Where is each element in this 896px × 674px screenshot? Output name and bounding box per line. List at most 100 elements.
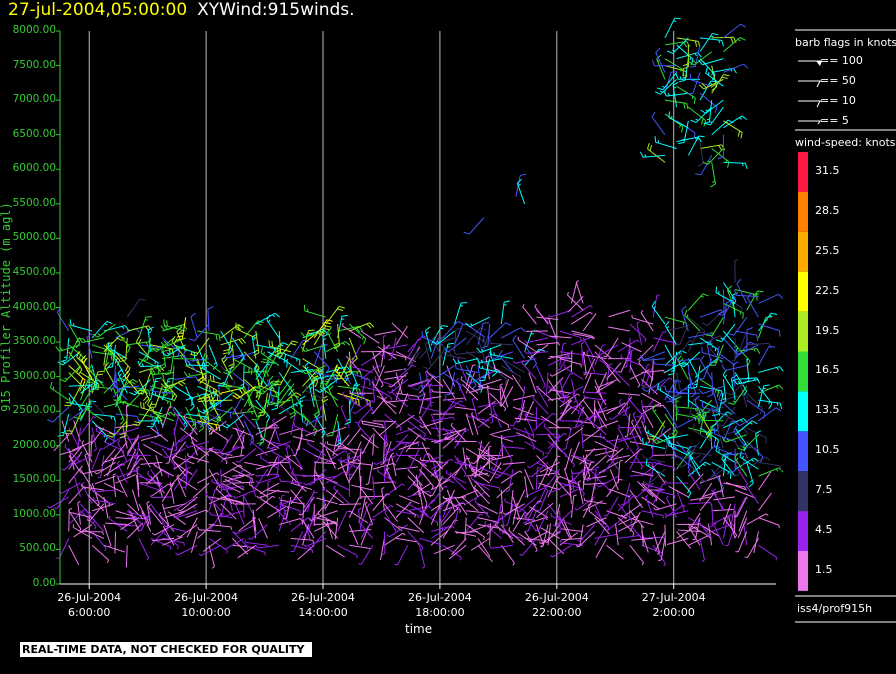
barb-shaft	[693, 51, 713, 66]
barb-feather	[223, 349, 230, 352]
wind-barb	[334, 517, 339, 540]
barb-shaft	[126, 448, 137, 470]
barb-shaft	[484, 523, 502, 539]
wind-barb	[217, 365, 233, 387]
wind-barb	[316, 510, 338, 519]
barb-half-feather	[722, 397, 726, 401]
barb-shaft	[594, 468, 597, 491]
wind-barb	[549, 335, 572, 339]
barb-shaft	[653, 337, 675, 344]
barb-half-feather	[322, 487, 326, 490]
barb-half-feather	[228, 386, 230, 390]
barb-feather	[120, 432, 127, 436]
wind-barb	[352, 399, 374, 415]
barb-shaft	[355, 399, 374, 415]
barb-shaft	[187, 455, 210, 463]
barb-shaft	[454, 429, 467, 449]
wind-barb	[500, 441, 513, 464]
barb-shaft	[608, 326, 630, 332]
barb-half-feather	[431, 486, 434, 490]
barb-half-feather	[401, 483, 405, 486]
barb-feather	[314, 388, 321, 393]
barb-shaft	[664, 433, 670, 456]
barb-shaft	[520, 386, 526, 409]
wind-barb	[603, 337, 619, 358]
barb-shaft	[711, 36, 734, 39]
barb-half-feather	[591, 356, 595, 360]
barb-shaft	[250, 440, 268, 456]
barb-shaft	[696, 399, 713, 418]
wind-barb	[250, 438, 268, 456]
wind-barb	[527, 344, 549, 359]
barb-shaft	[324, 489, 339, 509]
wind-barb	[74, 427, 81, 451]
barb-shaft	[454, 302, 462, 325]
barb-half-feather	[280, 344, 284, 347]
barb-shaft	[210, 399, 233, 402]
wind-barb	[358, 486, 374, 505]
barb-feather	[688, 61, 695, 66]
barb-shaft	[92, 503, 114, 512]
wind-barb	[313, 319, 333, 339]
wind-barb	[173, 376, 200, 383]
barb-half-feather	[527, 465, 531, 469]
wind-barb	[418, 489, 424, 512]
barb-half-feather	[452, 416, 455, 421]
barb-shaft	[322, 336, 327, 359]
wind-barb	[197, 526, 221, 532]
wind-barb	[290, 537, 315, 544]
barb-shaft	[571, 330, 593, 337]
wind-barb	[126, 503, 144, 520]
wind-barb	[587, 482, 596, 506]
wind-barb	[185, 406, 197, 432]
barb-half-feather	[101, 531, 104, 535]
wind-barb	[548, 427, 572, 431]
barb-half-feather	[653, 409, 657, 413]
wind-barb	[493, 364, 514, 380]
barb-shaft	[126, 434, 138, 455]
barb-half-feather	[175, 552, 178, 556]
barb-shaft	[430, 525, 450, 539]
wind-barb	[106, 344, 117, 369]
barb-feather	[112, 378, 116, 384]
barb-half-feather	[666, 325, 670, 329]
barb-half-feather	[265, 414, 269, 418]
barb-shaft	[271, 450, 292, 463]
barb-shaft	[49, 496, 70, 509]
barb-shaft	[676, 340, 690, 359]
barb-half-feather	[438, 507, 443, 511]
barb-shaft	[685, 441, 701, 460]
barb-feather	[183, 371, 188, 377]
wind-barb	[163, 448, 186, 459]
barb-shaft	[278, 496, 288, 518]
barb-shaft	[586, 517, 607, 528]
barb-feather	[744, 163, 748, 170]
barb-half-feather	[387, 390, 391, 394]
wind-barb	[345, 351, 352, 377]
wind-barb	[220, 503, 237, 520]
wind-barb	[624, 448, 642, 464]
barb-shaft	[278, 392, 297, 408]
barb-shaft	[278, 402, 299, 415]
barb-half-feather	[656, 294, 660, 296]
barb-shaft	[699, 429, 713, 449]
wind-barb	[697, 358, 713, 380]
barb-shaft	[547, 352, 570, 360]
barb-shaft	[59, 344, 81, 352]
barb-shaft	[313, 351, 330, 369]
wind-barb	[222, 537, 245, 550]
barb-feather	[482, 322, 490, 324]
barb-feather	[253, 352, 260, 357]
wind-barb	[222, 475, 245, 483]
wind-barb	[314, 454, 336, 464]
barb-shaft	[220, 469, 223, 492]
wind-barb	[512, 512, 528, 532]
wind-barb	[624, 413, 631, 438]
wind-barb	[631, 518, 654, 526]
wind-barb	[609, 469, 619, 491]
wind-barb	[85, 402, 105, 422]
wind-barb	[457, 489, 479, 499]
barb-feather	[337, 308, 344, 311]
wind-barb	[384, 517, 403, 532]
wind-barb	[325, 341, 351, 353]
